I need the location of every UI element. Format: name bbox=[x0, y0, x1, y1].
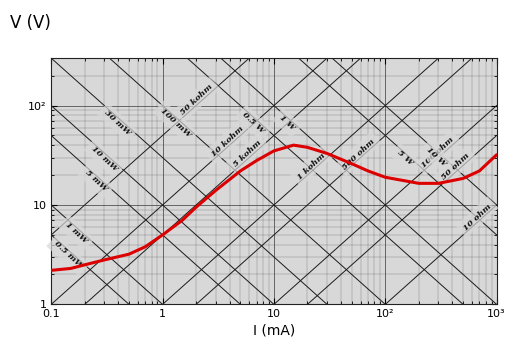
X-axis label: I (mA): I (mA) bbox=[253, 324, 295, 338]
Text: 1 mW: 1 mW bbox=[63, 221, 89, 245]
Text: 50 kohm: 50 kohm bbox=[179, 82, 215, 116]
Text: 10 kohm: 10 kohm bbox=[210, 124, 245, 158]
Text: 100 mW: 100 mW bbox=[159, 106, 193, 139]
Text: 10 W: 10 W bbox=[424, 145, 447, 168]
Text: 10 mW: 10 mW bbox=[90, 144, 119, 172]
Text: 5 kohm: 5 kohm bbox=[231, 139, 263, 169]
Text: 1 W: 1 W bbox=[278, 114, 296, 132]
Text: 0.5 W: 0.5 W bbox=[241, 111, 266, 135]
Text: 1 kohm: 1 kohm bbox=[296, 151, 327, 181]
Text: 500 ohm: 500 ohm bbox=[340, 137, 376, 171]
Text: 100 ohm: 100 ohm bbox=[420, 135, 456, 170]
Text: 50 ohm: 50 ohm bbox=[440, 152, 472, 182]
Text: V (V): V (V) bbox=[10, 14, 51, 32]
Text: 10 ohm: 10 ohm bbox=[461, 202, 493, 232]
Text: 5 W: 5 W bbox=[395, 149, 414, 167]
Text: 30 mW: 30 mW bbox=[102, 108, 132, 136]
Text: 5 mW: 5 mW bbox=[83, 169, 109, 193]
Text: 0.5 mW: 0.5 mW bbox=[52, 240, 84, 270]
